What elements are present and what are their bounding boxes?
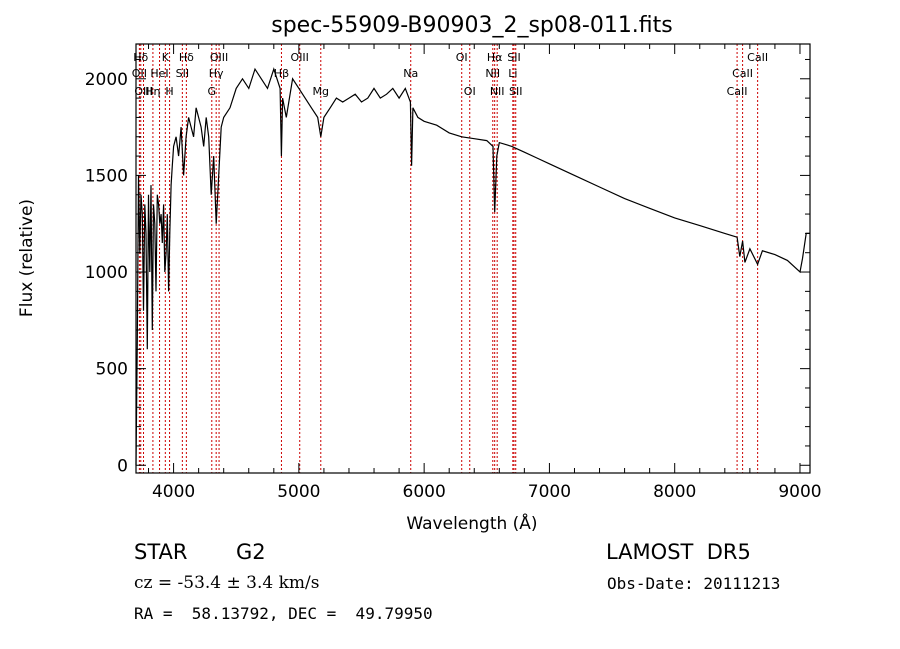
chart-title: spec-55909-B90903_2_sp08-011.fits — [271, 13, 673, 38]
object-class: STAR — [134, 540, 188, 564]
redshift-velocity: cz = -53.4 ± 3.4 km/s — [134, 573, 320, 593]
spectral-line-label: SII — [176, 67, 189, 80]
spectral-line-label: K — [162, 51, 170, 64]
x-axis: 4000 5000 6000 7000 8000 9000 — [148, 44, 822, 502]
x-tick-label: 6000 — [403, 482, 446, 502]
y-axis-label: Flux (relative) — [17, 199, 37, 317]
spectral-line-label: Na — [403, 67, 418, 80]
spectral-line-label: OIII — [134, 85, 152, 98]
spectral-line-label: NII — [485, 67, 500, 80]
spectral-line-label: Hα — [487, 51, 503, 64]
y-tick-label: 1000 — [85, 263, 128, 283]
spectral-line-markers — [138, 44, 759, 473]
spectral-line-label: NII — [490, 85, 505, 98]
spectral-line-label: OIII — [210, 51, 228, 64]
spectral-line-label: Hγ — [209, 67, 224, 80]
x-tick-label: 8000 — [653, 482, 696, 502]
y-tick-label: 500 — [96, 360, 128, 380]
observation-date: Obs-Date: 20111213 — [607, 574, 781, 593]
sky-coordinates: RA = 58.13792, DEC = 49.79950 — [134, 604, 433, 623]
spectral-line-label: OII — [132, 67, 147, 80]
spectral-line-label: OI — [464, 85, 476, 98]
x-tick-label: 4000 — [152, 482, 195, 502]
spectral-line-label: OI — [456, 51, 468, 64]
survey-name: LAMOST DR5 — [606, 540, 751, 564]
spectral-line-label: OIII — [291, 51, 309, 64]
spectral-line-label: Hδ — [133, 51, 148, 64]
y-axis: 0 500 1000 1500 2000 — [85, 58, 810, 476]
object-subclass: G2 — [236, 540, 266, 564]
spectral-line-label: Hβ — [274, 67, 289, 80]
spectral-line-label: SII — [509, 85, 522, 98]
x-axis-label: Wavelength (Å) — [406, 512, 537, 534]
y-tick-label: 1500 — [85, 166, 128, 186]
spectral-line-label: CaII — [747, 51, 768, 64]
spectral-line-label: Hδ — [179, 51, 194, 64]
spectral-line-label: Hη — [145, 85, 160, 98]
x-tick-label: 9000 — [778, 482, 821, 502]
x-tick-label: 5000 — [277, 482, 320, 502]
spectral-line-label: Mg — [313, 85, 329, 98]
plot-frame — [135, 43, 811, 474]
spectrum-chart: spec-55909-B90903_2_sp08-011.fits Hδ K Hδ O… — [17, 13, 822, 534]
y-tick-label: 0 — [117, 456, 128, 476]
spectral-line-label: CaII — [727, 85, 748, 98]
spectral-line-label: HeI — [150, 67, 168, 80]
spectral-line-label: G — [208, 85, 217, 98]
spectral-line-label: Li — [508, 67, 517, 80]
spectral-line-labels: Hδ K Hδ OIII OIII OI Hα SII CaII OII HeI SII Hγ Hβ Na N… — [132, 51, 768, 98]
spectral-line-label: CaII — [732, 67, 753, 80]
spectral-line-label: H — [165, 85, 173, 98]
y-tick-label: 2000 — [85, 70, 128, 90]
spectrum-line — [135, 67, 810, 466]
spectral-line-label: SII — [507, 51, 520, 64]
x-tick-label: 7000 — [528, 482, 571, 502]
